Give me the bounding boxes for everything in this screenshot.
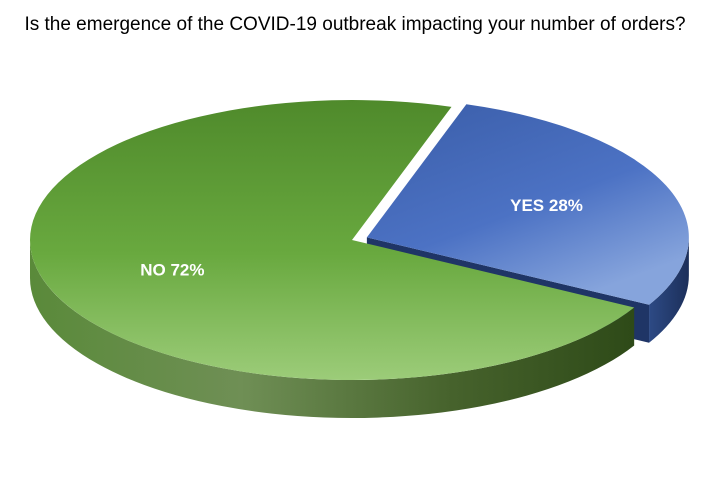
pie-slices-layer xyxy=(30,99,689,419)
slice-side-no xyxy=(30,240,635,419)
pie-labels-layer: YES 28% NO 72% xyxy=(140,196,583,279)
slice-label-yes: YES 28% xyxy=(510,196,583,215)
slice-no xyxy=(30,99,635,380)
slice-side-yes xyxy=(649,237,689,343)
slice-yes xyxy=(366,104,689,305)
chart-title: Is the emergence of the COVID-19 outbrea… xyxy=(24,14,686,35)
slice-label-no: NO 72% xyxy=(140,260,204,279)
